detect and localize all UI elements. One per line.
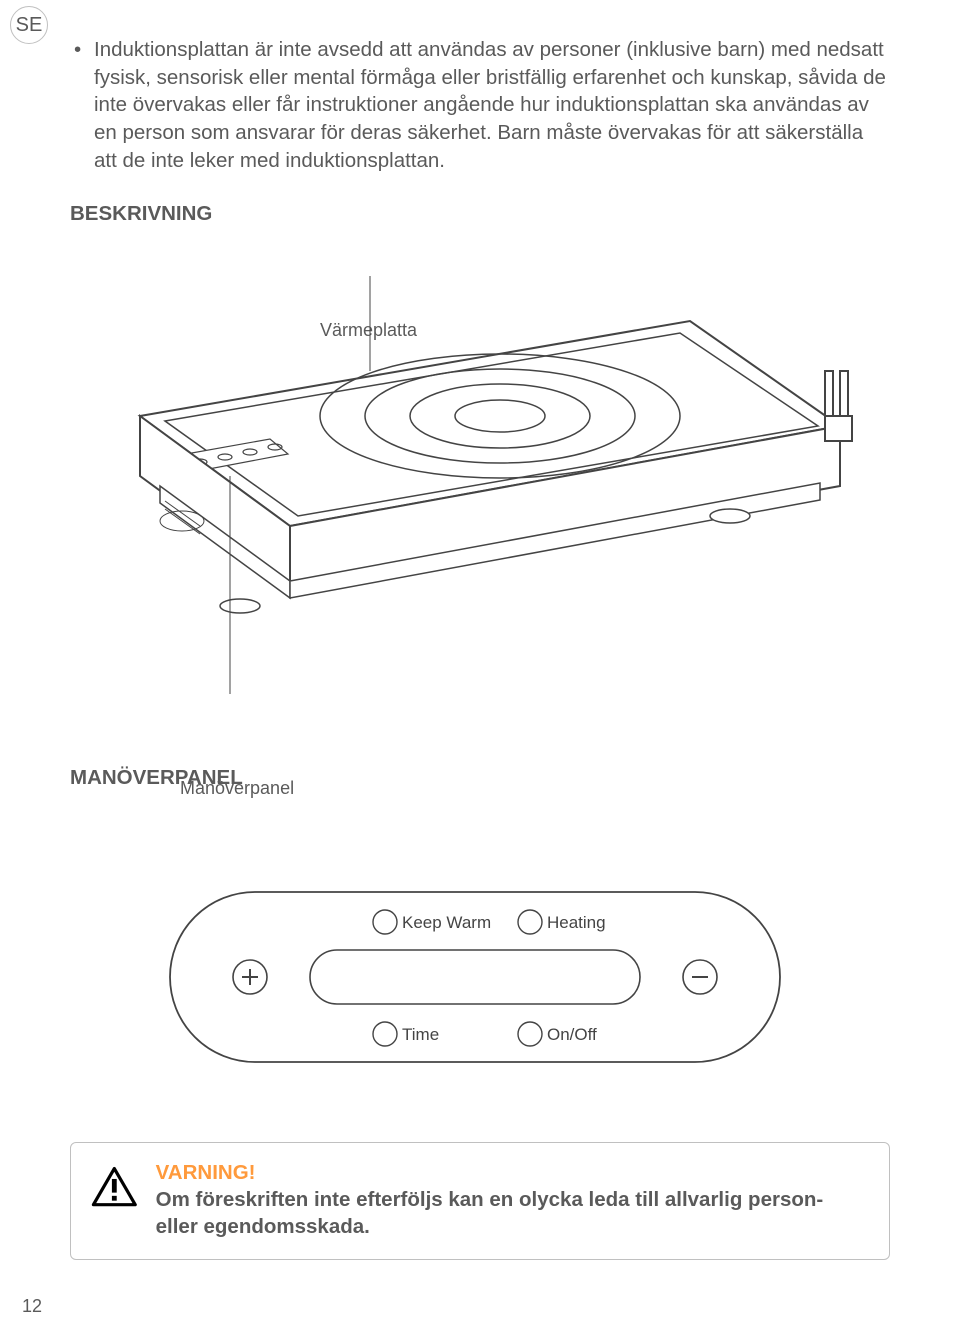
- warning-text: Om föreskriften inte efterföljs kan en o…: [156, 1187, 869, 1240]
- bullet-text: Induktionsplattan är inte avsedd att anv…: [94, 36, 890, 174]
- label-keep-warm: Keep Warm: [402, 913, 491, 932]
- safety-bullet: • Induktionsplattan är inte avsedd att a…: [74, 36, 890, 174]
- warning-title: VARNING!: [156, 1161, 869, 1185]
- product-diagram: [70, 276, 890, 696]
- control-panel-svg: Keep Warm Heating Time On/Off: [160, 882, 800, 1082]
- label-onoff: On/Off: [547, 1025, 597, 1044]
- label-heating: Heating: [547, 913, 606, 932]
- language-badge: SE: [10, 6, 48, 44]
- cooktop-illustration: [70, 276, 890, 696]
- label-time: Time: [402, 1025, 439, 1044]
- page-number: 12: [22, 1296, 42, 1317]
- warning-icon: [91, 1161, 138, 1213]
- heading-beskrivning: BESKRIVNING: [70, 202, 212, 226]
- label-manoverpanel: Manöverpanel: [180, 778, 294, 799]
- control-panel-diagram: Keep Warm Heating Time On/Off: [70, 882, 890, 1102]
- warning-box: VARNING! Om föreskriften inte efterföljs…: [70, 1142, 890, 1259]
- bullet-dot: •: [74, 36, 94, 174]
